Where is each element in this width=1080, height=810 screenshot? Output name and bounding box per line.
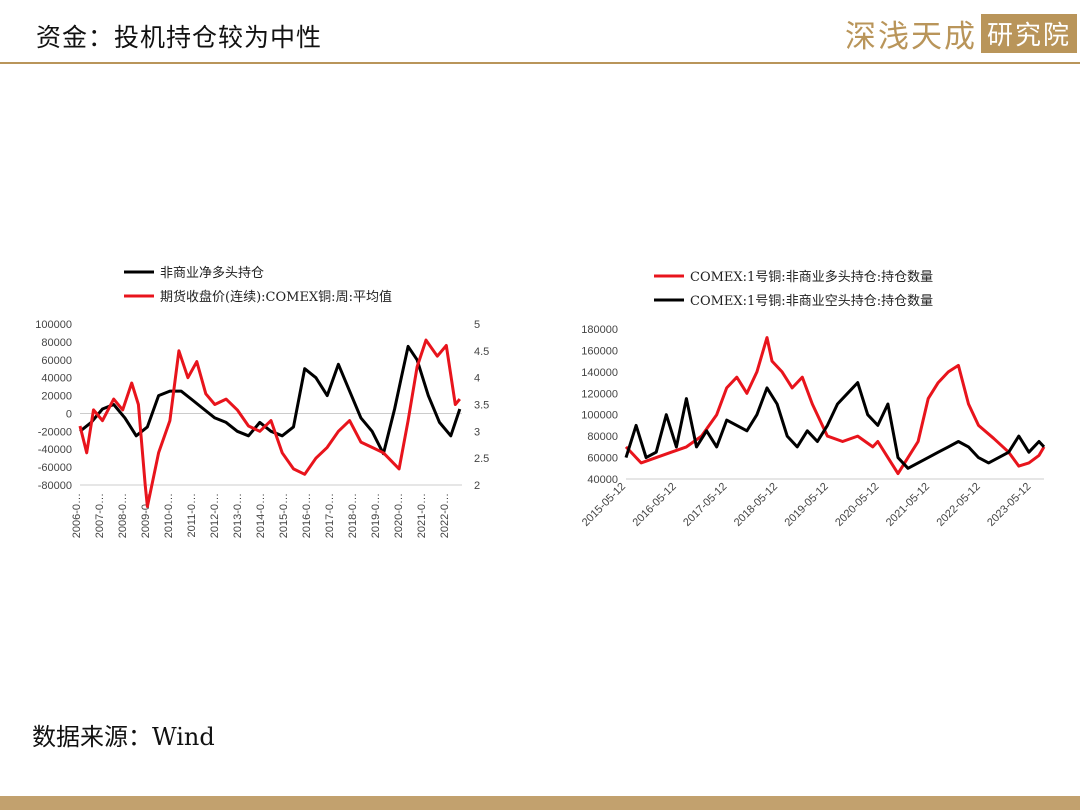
x-tick-label: 2021-05-12: [884, 481, 932, 529]
x-tick-label: 2020-0…: [393, 493, 405, 538]
x-tick-label: 2018-0…: [347, 493, 359, 538]
y-left-tick-label: -60000: [38, 462, 72, 474]
y-left-tick-label: 100000: [581, 410, 618, 422]
x-tick-label: 2007-0…: [94, 493, 106, 538]
y-left-tick-label: 40000: [41, 373, 72, 385]
y-right-tick-label: 4: [474, 373, 480, 385]
data-source: 数据来源：Wind: [32, 723, 215, 751]
y-left-tick-label: -20000: [38, 426, 72, 438]
y-left-tick-label: 120000: [581, 388, 618, 400]
x-tick-label: 2016-0…: [301, 493, 313, 538]
x-tick-label: 2023-05-12: [985, 481, 1033, 529]
x-tick-label: 2019-0…: [370, 493, 382, 538]
x-tick-label: 2015-05-12: [580, 481, 628, 529]
page-title: 资金：投机持仓较为中性: [36, 23, 323, 52]
legend-label: COMEX:1号铜:非商业空头持仓:持仓数量: [690, 294, 933, 309]
y-left-tick-label: 80000: [587, 431, 618, 443]
x-tick-label: 2012-0…: [209, 493, 221, 538]
y-right-tick-label: 4.5: [474, 346, 489, 358]
chart-long-short-positions: COMEX:1号铜:非商业多头持仓:持仓数量 COMEX:1号铜:非商业空头持仓:…: [580, 269, 1046, 529]
y-left-tick-label: 100000: [35, 319, 72, 331]
y-right-tick-label: 5: [474, 319, 480, 331]
x-tick-label: 2017-05-12: [681, 481, 729, 529]
y-right-tick-label: 2.5: [474, 453, 489, 465]
y-left-tick-label: 60000: [41, 355, 72, 367]
y-right-tick-label: 3: [474, 426, 480, 438]
y-left-tick-label: -80000: [38, 480, 72, 492]
y-left-tick-label: 180000: [581, 324, 618, 336]
header-divider: [0, 62, 1080, 64]
legend-label: 非商业净多头持仓: [160, 265, 264, 281]
logo-box: 研究院: [981, 13, 1078, 53]
x-tick-label: 2022-0…: [439, 493, 451, 538]
y-right-tick-label: 3.5: [474, 400, 489, 412]
x-tick-label: 2018-05-12: [732, 481, 780, 529]
y-left-tick-label: 20000: [41, 391, 72, 403]
brand-logo: 深浅天成 研究院: [845, 12, 1078, 55]
x-tick-label: 2013-0…: [232, 493, 244, 538]
x-tick-label: 2006-0…: [71, 493, 83, 538]
y-right-tick-label: 2: [474, 480, 480, 492]
x-tick-label: 2016-05-12: [631, 481, 679, 529]
x-tick-label: 2010-0…: [163, 493, 175, 538]
y-left-tick-label: 60000: [587, 453, 618, 465]
y-left-tick-label: -40000: [38, 444, 72, 456]
x-tick-label: 2011-0…: [186, 493, 198, 537]
logo-text: 深浅天成: [845, 18, 977, 55]
series-line: [624, 381, 1046, 470]
x-tick-label: 2015-0…: [278, 493, 290, 538]
y-left-tick-label: 140000: [581, 367, 618, 379]
legend-label: 期货收盘价(连续):COMEX铜:周:平均值: [160, 289, 392, 305]
series-line: [78, 338, 461, 508]
x-tick-label: 2020-05-12: [833, 481, 881, 529]
x-tick-label: 2021-0…: [416, 493, 428, 538]
x-tick-label: 2019-05-12: [783, 481, 831, 529]
y-left-tick-label: 0: [66, 408, 72, 420]
x-tick-label: 2017-0…: [324, 493, 336, 538]
y-left-tick-label: 40000: [587, 474, 618, 486]
x-tick-label: 2014-0…: [255, 493, 267, 538]
x-tick-label: 2008-0…: [117, 493, 129, 538]
legend-label: COMEX:1号铜:非商业多头持仓:持仓数量: [690, 269, 933, 285]
footer-bar: [0, 796, 1080, 810]
x-tick-label: 2022-05-12: [935, 481, 983, 529]
series-line: [624, 336, 1046, 476]
y-left-tick-label: 80000: [41, 337, 72, 349]
y-left-tick-label: 160000: [581, 345, 618, 357]
